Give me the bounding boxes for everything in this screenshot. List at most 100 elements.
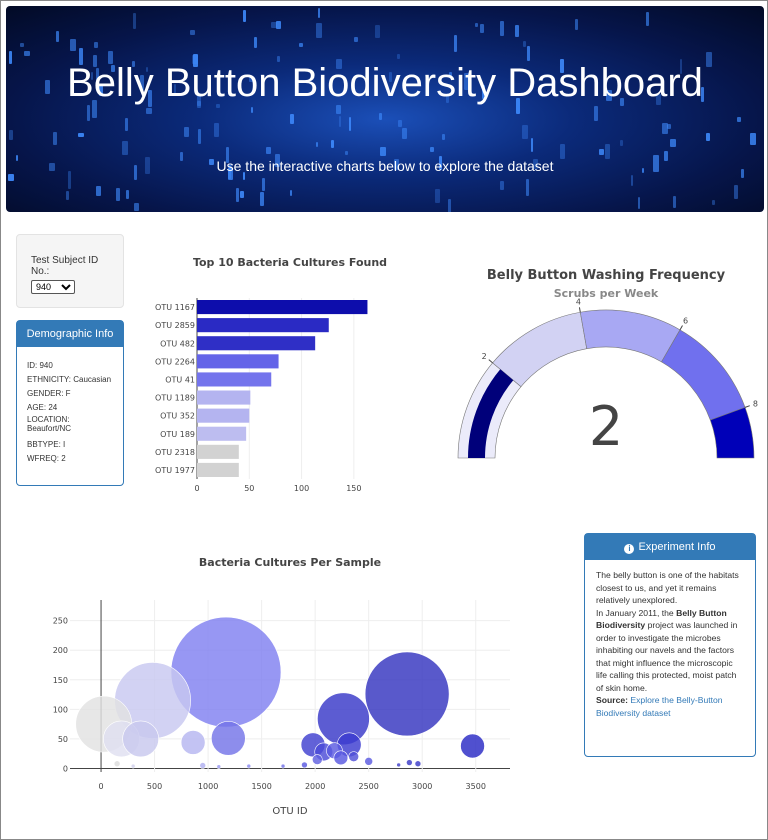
project-name: Belly Button Biodiversity bbox=[596, 607, 727, 631]
banner-light-dot bbox=[530, 138, 534, 152]
banner-light-dot bbox=[289, 113, 295, 125]
experiment-panel-header: i Experiment Info bbox=[585, 534, 755, 560]
gauge-step-4 bbox=[709, 406, 755, 459]
banner-light-dot bbox=[53, 132, 57, 145]
bar-y-tick-label: OTU 2859 bbox=[155, 321, 195, 330]
bubble-point bbox=[180, 730, 206, 755]
bubble-point bbox=[364, 651, 450, 737]
banner-light-dot bbox=[641, 167, 645, 174]
banner-light-dot bbox=[482, 85, 486, 100]
banner-light-dot bbox=[121, 141, 128, 155]
banner-light-dot bbox=[235, 187, 239, 202]
demo-wfreq: WFREQ: 2 bbox=[27, 454, 66, 463]
subject-id-dropdown[interactable]: 940 bbox=[31, 280, 75, 294]
banner-light-dot bbox=[92, 54, 97, 67]
bubble-point bbox=[122, 720, 159, 758]
bubble-point bbox=[216, 764, 222, 769]
gauge-title: Belly Button Washing Frequency bbox=[487, 268, 726, 283]
demographic-panel-title: Demographic Info bbox=[17, 321, 123, 347]
demo-id: ID: 940 bbox=[27, 361, 53, 370]
experiment-panel-body: The belly button is one of the habitats … bbox=[585, 560, 755, 719]
banner-light-dot bbox=[213, 123, 219, 137]
bubble-x-tick-label: 0 bbox=[98, 782, 103, 791]
experiment-source: Source: Explore the Belly-Button Biodive… bbox=[596, 694, 745, 719]
bar-otu-1189 bbox=[197, 390, 251, 405]
banner-light-dot bbox=[69, 38, 76, 51]
banner-light-dot bbox=[240, 190, 244, 198]
banner-light-dot bbox=[125, 190, 130, 199]
source-link[interactable]: Explore the Belly-Button Biodiversity da… bbox=[596, 695, 723, 718]
banner-light-dot bbox=[336, 58, 342, 70]
bubble-point bbox=[246, 763, 252, 769]
banner-light-dot bbox=[646, 11, 649, 26]
bubble-y-tick-label: 150 bbox=[53, 676, 68, 685]
banner-light-dot bbox=[8, 174, 14, 181]
banner-light-dot bbox=[449, 71, 452, 77]
banner-light-dot bbox=[679, 58, 683, 74]
banner-light-dot bbox=[225, 146, 229, 163]
banner-light-dot bbox=[353, 37, 359, 43]
banner-light-dot bbox=[344, 150, 348, 155]
banner-light-dot bbox=[192, 54, 199, 67]
banner-light-dot bbox=[134, 203, 139, 212]
banner-light-dot bbox=[78, 48, 84, 66]
bubble-point bbox=[333, 750, 349, 766]
banner-light-dot bbox=[148, 89, 152, 108]
experiment-text-part: project was launched in order to investi… bbox=[596, 620, 738, 693]
gauge-value-arc bbox=[468, 369, 514, 458]
bar-y-tick-label: OTU 2318 bbox=[155, 448, 195, 457]
bar-otu-352 bbox=[197, 408, 250, 423]
bar-x-tick-label: 50 bbox=[244, 484, 254, 493]
banner-light-dot bbox=[396, 53, 401, 59]
bar-otu-41 bbox=[197, 372, 272, 387]
banner-light-dot bbox=[96, 68, 99, 81]
gauge-step-3 bbox=[661, 329, 746, 421]
washing-frequency-gauge: Belly Button Washing Frequency Scrubs pe… bbox=[457, 268, 758, 459]
bubble-point bbox=[406, 759, 413, 766]
bubble-point bbox=[460, 733, 485, 759]
banner-light-dot bbox=[349, 116, 352, 132]
banner-light-dot bbox=[434, 188, 441, 204]
banner-light-dot bbox=[606, 89, 612, 101]
bar-otu-2264 bbox=[197, 354, 279, 369]
banner-light-dot bbox=[15, 155, 18, 162]
bubble-x-tick-label: 1000 bbox=[198, 782, 218, 791]
banner-light-dot bbox=[560, 59, 564, 73]
banner-light-dot bbox=[315, 23, 322, 39]
bubble-point bbox=[396, 762, 401, 768]
bar-chart-title: Top 10 Bacteria Cultures Found bbox=[193, 256, 387, 269]
banner-light-dot bbox=[196, 100, 202, 107]
banner-light-dot bbox=[604, 144, 610, 160]
banner-light-dot bbox=[637, 196, 641, 210]
bar-otu-2859 bbox=[197, 318, 329, 333]
gauge-tick-mark bbox=[744, 405, 750, 408]
banner-light-dot bbox=[216, 103, 221, 109]
banner-light-dot bbox=[298, 42, 303, 48]
banner-light-dot bbox=[750, 133, 757, 145]
gauge-tick-label: 2 bbox=[482, 352, 487, 361]
bubble-x-tick-label: 2500 bbox=[359, 782, 379, 791]
banner-light-dot bbox=[111, 65, 115, 72]
banner-light-dot bbox=[705, 51, 712, 67]
banner-light-dot bbox=[398, 119, 402, 128]
gauge-value: 2 bbox=[589, 395, 623, 458]
banner-light-dot bbox=[339, 115, 342, 127]
demo-gender: GENDER: F bbox=[27, 389, 71, 398]
banner-light-dot bbox=[228, 167, 234, 180]
banner-light-dot bbox=[19, 42, 25, 47]
bar-x-tick-label: 150 bbox=[346, 484, 361, 493]
banner-light-dot bbox=[389, 72, 393, 82]
banner-light-dot bbox=[559, 144, 565, 160]
demo-ethnicity: ETHNICITY: Caucasian bbox=[27, 375, 112, 384]
banner-light-dot bbox=[65, 191, 70, 201]
banner-light-dot bbox=[8, 129, 13, 141]
bubble-x-tick-label: 500 bbox=[147, 782, 162, 791]
banner-light-dot bbox=[316, 142, 319, 147]
gauge-subtitle: Scrubs per Week bbox=[554, 287, 659, 300]
bar-y-tick-label: OTU 482 bbox=[160, 339, 195, 348]
banner-light-dot bbox=[533, 159, 539, 170]
subject-selector-label: Test Subject ID No.: bbox=[31, 255, 99, 277]
banner-light-dot bbox=[669, 139, 676, 148]
banner-light-dot bbox=[23, 51, 30, 56]
banner-light-dot bbox=[44, 79, 51, 94]
